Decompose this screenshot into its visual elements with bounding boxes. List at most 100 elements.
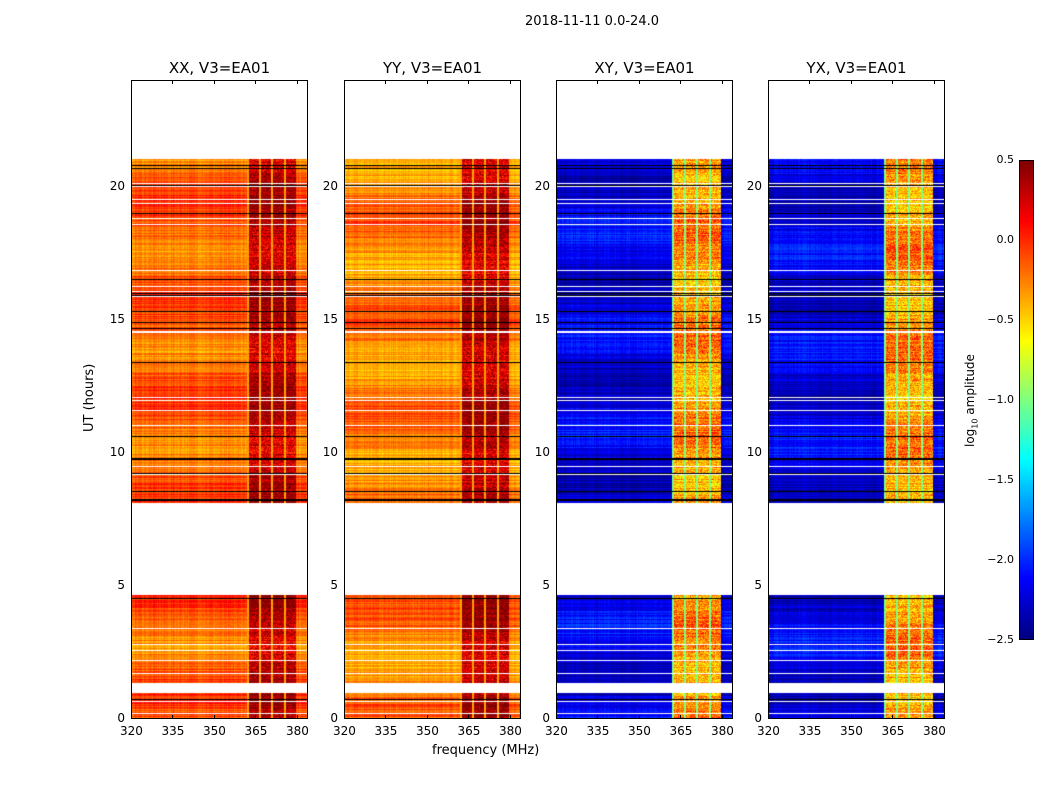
x-tick-mark [809,80,811,84]
x-tick-mark [213,715,215,719]
x-axis-label: frequency (MHz) [432,743,540,758]
y-tick-label: 5 [754,577,762,592]
x-tick-mark [296,80,298,84]
x-tick-mark [768,80,769,84]
x-tick-mark [638,80,640,84]
colorbar [1019,160,1034,640]
y-tick-label: 0 [542,711,550,725]
y-tick-label: 10 [109,444,125,459]
heatmap-image [557,81,732,718]
x-tick-mark [892,715,894,719]
x-tick-label: 320 [120,724,143,738]
colorbar-tick-label: −1.5 [987,473,1014,486]
y-tick-label: 15 [746,311,762,326]
x-tick-mark [809,715,811,719]
colorbar-tick-label: −0.5 [987,313,1014,326]
y-tick-label: 20 [322,178,338,193]
x-tick-mark [556,80,557,84]
x-tick-label: 335 [798,724,822,738]
x-tick-label: 365 [669,724,693,738]
x-tick-label: 335 [161,724,185,738]
y-tick-label: 10 [746,444,762,459]
x-tick-mark [597,715,599,719]
x-tick-mark [933,80,935,84]
heatmap-image [345,81,520,718]
x-tick-label: 380 [710,724,734,738]
y-tick-label: 15 [109,311,125,326]
x-tick-mark [680,715,682,719]
x-tick-mark [385,715,387,719]
colorbar-tick-label: 0.0 [996,233,1015,246]
x-tick-label: 365 [457,724,481,738]
colorbar-tick-label: −2.0 [987,553,1014,566]
x-tick-mark [597,80,599,84]
panel-title: XY, V3=EA01 [594,59,695,77]
x-tick-label: 320 [757,724,780,738]
x-tick-label: 320 [545,724,568,738]
x-tick-mark [468,80,470,84]
x-tick-mark [385,80,387,84]
x-tick-mark [172,715,174,719]
y-tick-label: 5 [330,577,338,592]
x-tick-label: 380 [922,724,946,738]
x-tick-mark [556,715,557,719]
heatmap-panel [344,80,521,719]
y-tick-label: 20 [109,178,125,193]
y-tick-label: 20 [746,178,762,193]
x-tick-mark [892,80,894,84]
heatmap-image [769,81,944,718]
x-tick-label: 335 [586,724,610,738]
y-tick-label: 0 [330,711,338,725]
y-tick-label: 0 [117,711,125,725]
y-tick-label: 15 [322,311,338,326]
x-tick-mark [850,80,852,84]
x-tick-mark [721,80,723,84]
x-tick-mark [768,715,769,719]
x-tick-mark [131,715,132,719]
x-tick-label: 380 [498,724,522,738]
x-tick-mark [255,80,257,84]
y-tick-label: 5 [542,577,550,592]
x-tick-label: 320 [333,724,356,738]
x-tick-label: 350 [415,724,439,738]
x-tick-label: 350 [839,724,863,738]
x-tick-mark [933,715,935,719]
y-tick-label: 0 [754,711,762,725]
suptitle: 2018-11-11 0.0-24.0 [525,14,659,29]
x-tick-mark [426,80,428,84]
x-tick-mark [509,80,511,84]
x-tick-mark [172,80,174,84]
x-tick-label: 335 [374,724,398,738]
y-tick-label: 20 [534,178,550,193]
x-tick-mark [680,80,682,84]
heatmap-panel [556,80,733,719]
y-tick-label: 10 [534,444,550,459]
x-tick-mark [131,80,132,84]
x-tick-mark [255,715,257,719]
y-tick-label: 5 [117,577,125,592]
x-tick-label: 365 [881,724,905,738]
x-tick-mark [721,715,723,719]
x-tick-mark [468,715,470,719]
colorbar-tick-label: 0.5 [996,153,1015,166]
x-tick-mark [638,715,640,719]
panel-title: YY, V3=EA01 [382,59,483,77]
x-tick-mark [344,80,345,84]
heatmap-image [132,81,307,718]
y-tick-label: 10 [322,444,338,459]
x-tick-label: 365 [244,724,268,738]
y-axis-label: UT (hours) [82,363,97,432]
panel-title: YX, V3=EA01 [806,59,907,77]
y-tick-label: 15 [534,311,550,326]
heatmap-panel [768,80,945,719]
panel-title: XX, V3=EA01 [168,59,271,77]
x-tick-mark [296,715,298,719]
x-tick-mark [344,715,345,719]
x-tick-mark [213,80,215,84]
x-tick-mark [426,715,428,719]
colorbar-tick-label: −1.0 [987,393,1014,406]
x-tick-mark [509,715,511,719]
colorbar-tick-label: −2.5 [987,633,1014,646]
heatmap-panel [131,80,308,719]
